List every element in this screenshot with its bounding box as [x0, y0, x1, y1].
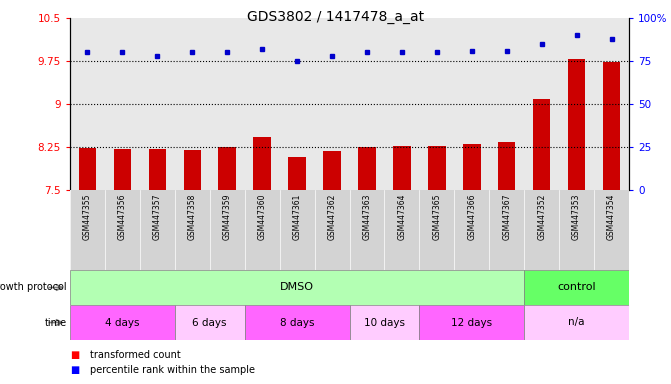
Bar: [254, 137, 271, 190]
Text: 12 days: 12 days: [451, 318, 493, 328]
Text: GSM447365: GSM447365: [432, 194, 442, 240]
Bar: [70, 270, 524, 305]
Bar: [524, 305, 629, 340]
Text: GSM447364: GSM447364: [397, 194, 407, 240]
Bar: [393, 146, 411, 190]
Bar: [245, 305, 350, 340]
Bar: [498, 142, 515, 190]
Bar: [148, 149, 166, 190]
Text: GSM447358: GSM447358: [188, 194, 197, 240]
Bar: [175, 305, 245, 340]
Text: GSM447354: GSM447354: [607, 194, 616, 240]
Bar: [533, 99, 550, 190]
Text: 8 days: 8 days: [280, 318, 314, 328]
Text: GSM447356: GSM447356: [118, 194, 127, 240]
Bar: [419, 305, 524, 340]
Text: n/a: n/a: [568, 318, 585, 328]
Bar: [323, 151, 341, 190]
Text: GSM447366: GSM447366: [467, 194, 476, 240]
Text: GSM447367: GSM447367: [502, 194, 511, 240]
Text: GSM447362: GSM447362: [327, 194, 337, 240]
Text: 4 days: 4 days: [105, 318, 140, 328]
Bar: [219, 147, 236, 190]
Bar: [568, 59, 585, 190]
Text: GSM447360: GSM447360: [258, 194, 266, 240]
Text: transformed count: transformed count: [90, 350, 181, 360]
Text: GSM447353: GSM447353: [572, 194, 581, 240]
Bar: [350, 305, 419, 340]
Bar: [463, 144, 480, 190]
Text: GSM447359: GSM447359: [223, 194, 231, 240]
Text: time: time: [44, 318, 66, 328]
Bar: [70, 305, 175, 340]
Text: control: control: [558, 283, 596, 293]
Text: GSM447361: GSM447361: [293, 194, 301, 240]
Bar: [428, 146, 446, 190]
Text: growth protocol: growth protocol: [0, 283, 66, 293]
Text: ■: ■: [70, 365, 79, 375]
Text: DMSO: DMSO: [280, 283, 314, 293]
Text: GDS3802 / 1417478_a_at: GDS3802 / 1417478_a_at: [247, 10, 424, 23]
Bar: [603, 62, 620, 190]
Text: GSM447357: GSM447357: [153, 194, 162, 240]
Bar: [524, 270, 629, 305]
Text: ■: ■: [70, 350, 79, 360]
Text: 10 days: 10 days: [364, 318, 405, 328]
Text: percentile rank within the sample: percentile rank within the sample: [90, 365, 255, 375]
Text: GSM447363: GSM447363: [362, 194, 372, 240]
Bar: [358, 147, 376, 190]
Text: GSM447352: GSM447352: [537, 194, 546, 240]
Text: GSM447355: GSM447355: [83, 194, 92, 240]
Text: 6 days: 6 days: [193, 318, 227, 328]
Bar: [113, 149, 131, 190]
Bar: [289, 157, 306, 190]
Bar: [79, 147, 96, 190]
Bar: [184, 150, 201, 190]
